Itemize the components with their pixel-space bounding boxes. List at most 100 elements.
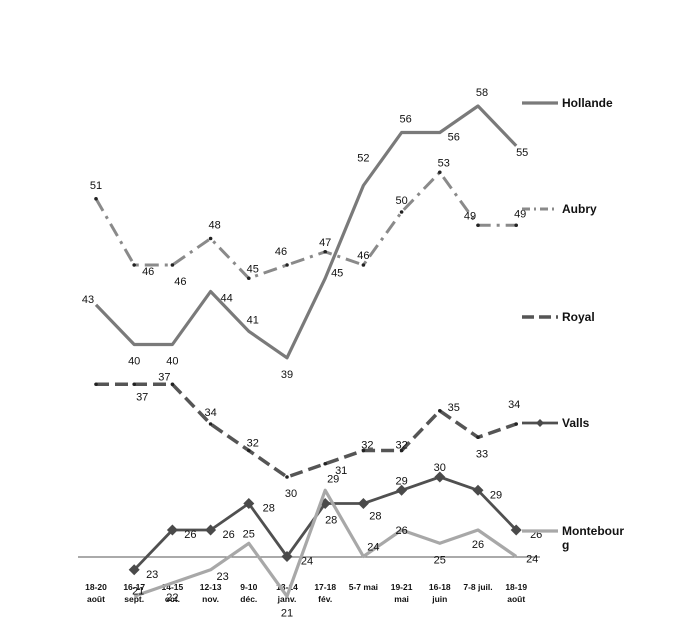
data-point-valls xyxy=(510,524,522,536)
x-tick-label: fév. xyxy=(318,594,332,604)
data-point-aubry xyxy=(285,263,289,267)
data-point-aubry xyxy=(132,263,136,267)
data-point-valls xyxy=(243,498,255,509)
data-label-aubry: 50 xyxy=(395,195,407,207)
data-label-montebourg: 26 xyxy=(395,525,407,537)
data-label-royal: 32 xyxy=(361,440,373,452)
x-tick-label: nov. xyxy=(202,594,219,604)
data-label-royal: 32 xyxy=(247,438,259,450)
data-label-valls: 30 xyxy=(434,462,446,474)
data-label-montebourg: 25 xyxy=(243,528,255,540)
data-label-valls: 29 xyxy=(490,489,502,501)
data-point-valls xyxy=(434,471,446,483)
x-tick-label: mai xyxy=(394,594,409,604)
data-label-valls: 29 xyxy=(395,475,407,487)
x-tick-label: 7-8 juil. xyxy=(463,582,492,592)
data-label-aubry: 53 xyxy=(438,157,450,169)
x-tick-label: 9-10 xyxy=(240,582,257,592)
x-tick-label: 16-18 xyxy=(429,582,451,592)
data-point-royal xyxy=(247,448,251,453)
data-point-valls xyxy=(281,551,293,562)
legend-marker-valls xyxy=(536,419,544,427)
data-point-royal xyxy=(399,448,404,453)
data-label-aubry: 46 xyxy=(142,266,154,278)
data-label-valls: 26 xyxy=(222,529,234,541)
data-label-aubry: 46 xyxy=(357,250,369,262)
data-label-valls: 28 xyxy=(325,515,337,527)
data-point-aubry xyxy=(208,236,213,241)
data-label-montebourg: 21 xyxy=(281,607,293,619)
x-tick-label: déc. xyxy=(240,594,257,604)
data-label-hollande: 56 xyxy=(399,114,411,126)
data-label-hollande: 43 xyxy=(82,294,94,306)
data-point-aubry xyxy=(399,210,404,214)
data-point-royal xyxy=(438,408,442,413)
data-point-royal xyxy=(170,382,175,387)
x-tick-label: 17-18 xyxy=(314,582,336,592)
data-label-montebourg: 25 xyxy=(434,554,446,566)
x-tick-label: sept. xyxy=(124,594,144,604)
data-label-aubry: 49 xyxy=(464,210,476,222)
data-label-aubry: 46 xyxy=(174,276,186,288)
data-point-aubry xyxy=(438,170,442,175)
data-point-valls xyxy=(357,498,369,509)
x-tick-label: 18-20 xyxy=(85,582,107,592)
data-label-aubry: 47 xyxy=(319,237,331,249)
x-tick-label: 13-14 xyxy=(276,582,298,592)
data-label-hollande: 58 xyxy=(476,87,488,99)
data-label-montebourg: 26 xyxy=(472,539,484,551)
legend-label-montebourg: g xyxy=(562,538,569,552)
data-label-hollande: 40 xyxy=(166,356,178,368)
data-label-montebourg: 21 xyxy=(132,585,144,597)
data-label-royal: 31 xyxy=(335,465,347,477)
data-label-montebourg: 24 xyxy=(367,542,379,554)
data-label-hollande: 40 xyxy=(128,356,140,368)
data-label-aubry: 49 xyxy=(514,208,526,220)
data-label-royal: 37 xyxy=(136,391,148,403)
data-point-aubry xyxy=(170,263,175,267)
data-point-royal xyxy=(208,422,213,426)
data-point-royal xyxy=(285,475,289,479)
data-label-royal: 34 xyxy=(508,399,520,411)
x-tick-label: 12-13 xyxy=(200,582,222,592)
data-label-hollande: 44 xyxy=(220,293,232,305)
data-point-valls xyxy=(166,524,178,536)
data-label-hollande: 56 xyxy=(448,132,460,144)
data-label-valls: 28 xyxy=(369,511,381,523)
data-point-aubry xyxy=(247,276,251,281)
data-label-hollande: 45 xyxy=(331,267,343,279)
data-point-valls xyxy=(396,484,408,496)
data-label-royal: 33 xyxy=(476,448,488,460)
data-label-royal: 30 xyxy=(285,488,297,500)
x-tick-label: oct. xyxy=(165,594,180,604)
legend-label-hollande: Hollande xyxy=(562,96,613,110)
data-label-royal: 35 xyxy=(448,402,460,414)
data-label-aubry: 48 xyxy=(208,220,220,232)
data-label-aubry: 45 xyxy=(247,263,259,275)
x-tick-label: 19-21 xyxy=(391,582,413,592)
x-tick-label: juin xyxy=(431,594,447,604)
data-point-aubry xyxy=(361,263,366,267)
data-label-royal: 34 xyxy=(204,407,216,419)
legend-label-aubry: Aubry xyxy=(562,202,597,216)
data-label-valls: 23 xyxy=(146,569,158,581)
data-label-hollande: 55 xyxy=(516,147,528,159)
data-point-royal xyxy=(361,448,366,453)
data-label-hollande: 52 xyxy=(357,153,369,165)
data-point-royal xyxy=(514,422,518,426)
data-label-montebourg: 22 xyxy=(166,592,178,604)
legend-label-montebourg: Montebour xyxy=(562,524,624,538)
data-point-aubry xyxy=(514,223,518,228)
series-line-aubry xyxy=(94,170,517,280)
x-tick-label: août xyxy=(87,594,105,604)
series-line-montebourg xyxy=(133,488,518,598)
legend-label-royal: Royal xyxy=(562,310,595,324)
data-point-valls xyxy=(472,484,484,496)
data-label-royal: 37 xyxy=(158,371,170,383)
x-tick-label: 16-17 xyxy=(123,582,145,592)
x-tick-label: août xyxy=(507,594,525,604)
data-label-hollande: 41 xyxy=(247,314,259,326)
data-point-valls xyxy=(128,564,140,576)
data-point-aubry xyxy=(476,223,480,228)
